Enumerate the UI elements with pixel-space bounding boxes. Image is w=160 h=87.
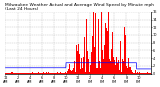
Text: Milwaukee Weather Actual and Average Wind Speed by Minute mph (Last 24 Hours): Milwaukee Weather Actual and Average Win… [5, 3, 154, 11]
